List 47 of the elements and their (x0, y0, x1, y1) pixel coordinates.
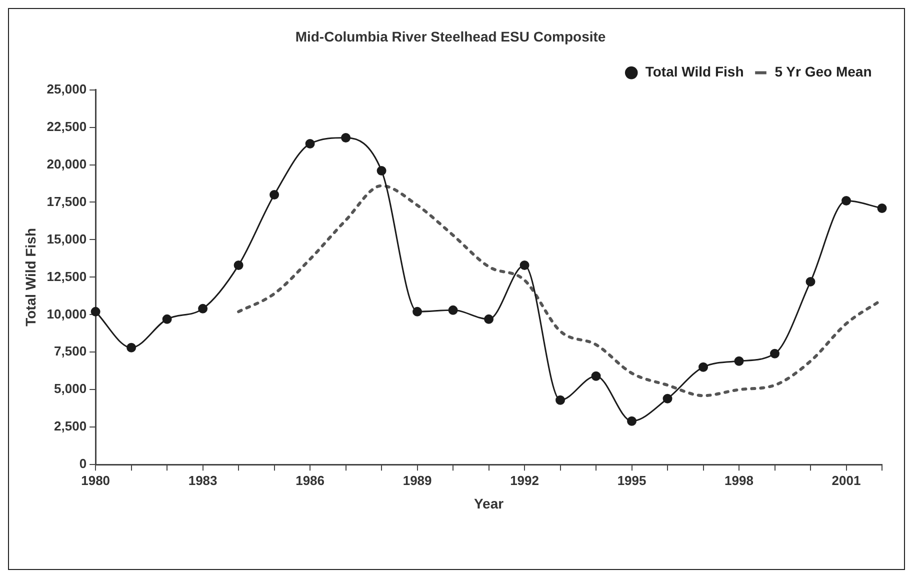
y-tick-label: 0 (79, 456, 87, 472)
x-tick-label: 2001 (832, 472, 861, 488)
point (126, 342, 136, 352)
point (448, 305, 458, 315)
x-tick-label: 1986 (296, 472, 325, 488)
point (734, 356, 744, 366)
y-tick-label: 15,000 (46, 231, 87, 246)
point (556, 395, 566, 405)
x-tick-label: 1989 (402, 472, 432, 488)
point (376, 166, 386, 176)
point (484, 314, 494, 324)
y-tick-label: 20,000 (46, 156, 87, 172)
legend-label: Total Wild Fish (645, 64, 744, 80)
y-tick-label: 10,000 (46, 306, 87, 322)
point (770, 348, 780, 358)
x-tick-label: 1980 (81, 472, 110, 488)
point (198, 304, 208, 314)
x-tick-label: 1992 (510, 472, 539, 488)
point (305, 139, 315, 149)
point (520, 260, 530, 270)
point (842, 196, 852, 206)
legend-label: 5 Yr Geo Mean (774, 64, 872, 80)
point (341, 133, 351, 143)
point (627, 416, 637, 426)
y-tick-label: 22,500 (46, 118, 87, 134)
point (412, 306, 422, 316)
y-tick-label: 25,000 (46, 81, 87, 96)
y-tick-label: 12,500 (46, 268, 87, 284)
point (270, 190, 280, 200)
y-axis-title: Total Wild Fish (22, 228, 38, 326)
y-tick-label: 2,500 (54, 418, 87, 434)
point (591, 371, 601, 381)
point (662, 394, 672, 404)
point (698, 362, 708, 372)
chart-title: Mid-Columbia River Steelhead ESU Composite (295, 28, 606, 44)
point (234, 260, 244, 270)
x-axis-title: Year (474, 495, 504, 512)
point (162, 314, 172, 324)
y-tick-label: 17,500 (46, 194, 87, 209)
x-tick-label: 1995 (617, 472, 646, 488)
x-tick-label: 1983 (188, 472, 218, 488)
point (806, 276, 816, 286)
x-tick-label: 1998 (724, 472, 754, 488)
point (90, 306, 100, 316)
y-tick-label: 5,000 (54, 381, 87, 396)
point (877, 203, 887, 213)
y-tick-label: 7,500 (54, 344, 87, 359)
